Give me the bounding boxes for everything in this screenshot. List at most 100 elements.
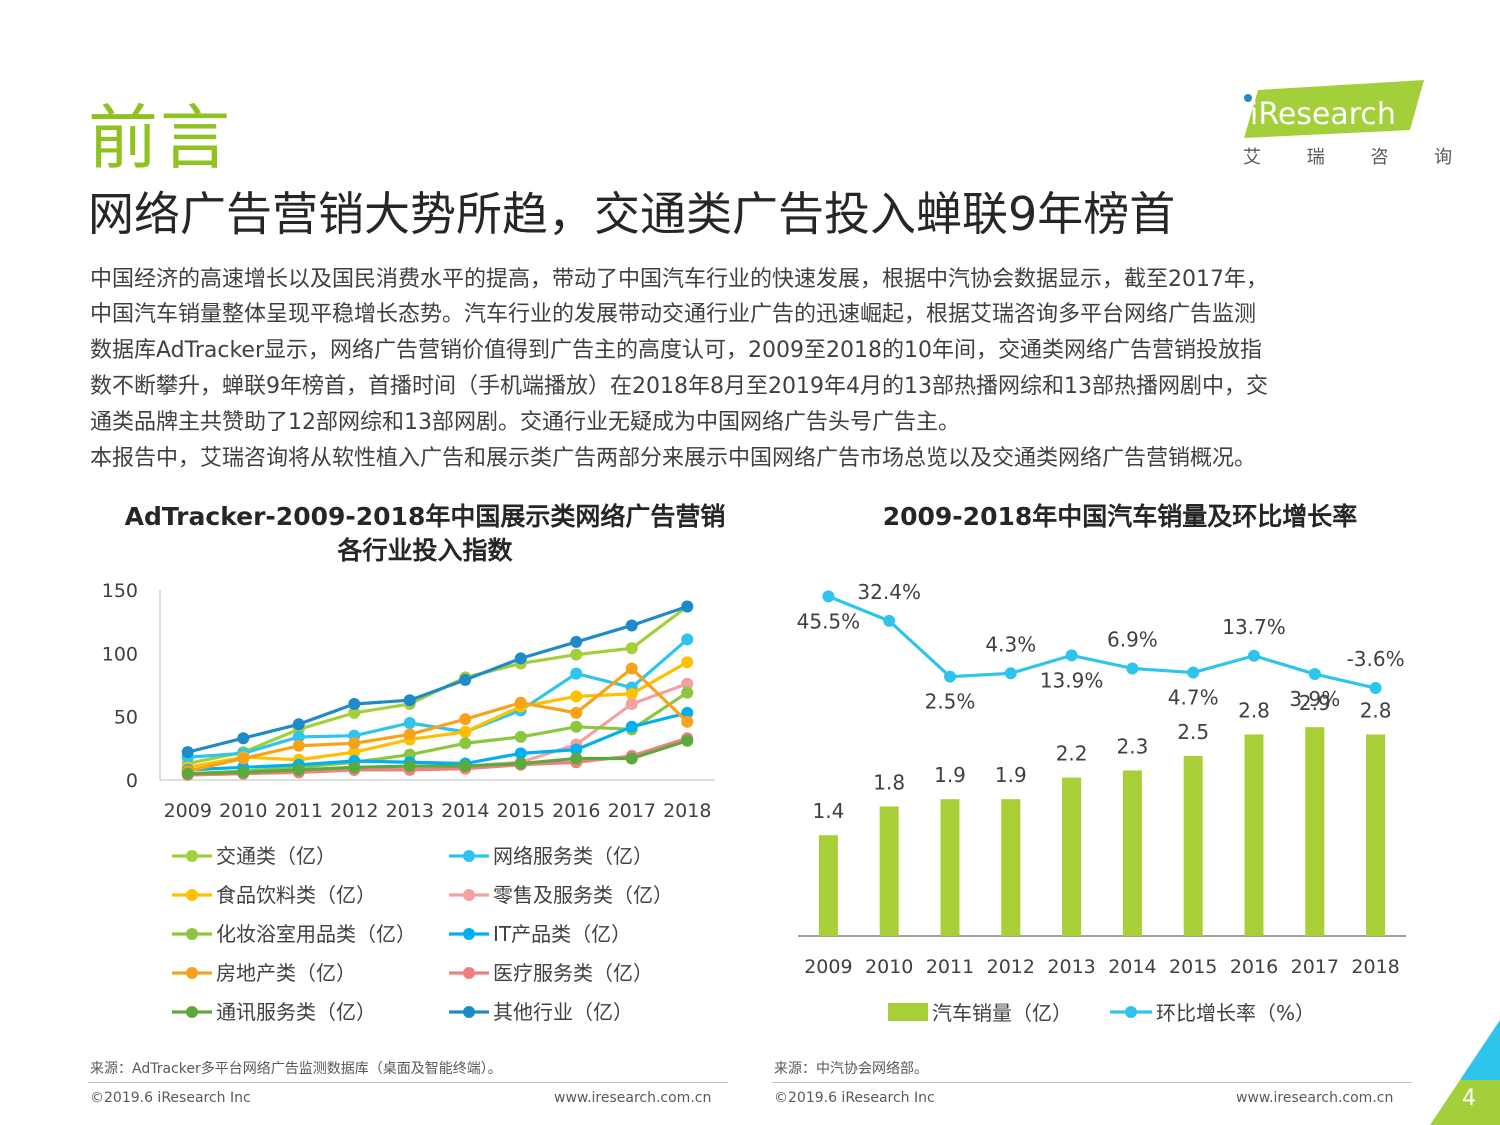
legend-label: 零售及服务类（亿） <box>493 883 673 907</box>
data-point <box>625 642 638 655</box>
industry-index-line-chart: 0 50 100 150 2009 2010 2011 2012 2013 2014 2015 201… <box>102 580 715 1024</box>
data-point <box>348 698 361 710</box>
data-point <box>681 715 694 728</box>
corner-decoration <box>1430 1020 1500 1125</box>
x-tick-label: 2016 <box>552 800 600 822</box>
data-point <box>459 725 472 738</box>
bar-value-label: 2.8 <box>1360 698 1392 722</box>
bar <box>1305 727 1325 936</box>
data-point <box>459 713 472 726</box>
data-point <box>681 706 694 719</box>
bar <box>879 806 899 936</box>
data-point <box>292 730 305 743</box>
data-point <box>237 766 250 779</box>
growth-point <box>822 590 835 603</box>
growth-value-label: 32.4% <box>857 580 921 604</box>
legend-swatch-marker <box>463 967 475 979</box>
growth-point <box>1187 666 1200 679</box>
section-title: 前言 <box>88 97 232 179</box>
legend-label: 化妆浴室用品类（亿） <box>216 922 416 946</box>
legend-label: 汽车销量（亿） <box>932 1001 1072 1025</box>
data-point <box>681 677 694 690</box>
website-link-right[interactable]: www.iresearch.com.cn <box>1236 1090 1394 1106</box>
series-line <box>187 691 689 776</box>
x-tick-label: 2015 <box>1169 956 1217 978</box>
bar-value-label: 1.9 <box>995 763 1027 787</box>
growth-value-label: 13.7% <box>1222 615 1286 639</box>
legend-label: 医疗服务类（亿） <box>493 961 653 985</box>
legend-swatch-marker <box>1125 1006 1137 1018</box>
data-point <box>625 752 638 765</box>
growth-value-label: 6.9% <box>1107 627 1158 651</box>
data-point <box>403 694 416 707</box>
growth-value-label: 3.9% <box>1289 687 1340 711</box>
data-point <box>625 720 638 733</box>
legend-swatch-bar <box>888 1003 928 1021</box>
x-tick-label: 2011 <box>275 800 323 822</box>
copyright-left: ©2019.6 iResearch Inc <box>90 1090 251 1106</box>
series-line <box>187 739 688 776</box>
left-chart-title-line: 各行业投入指数 <box>337 536 513 565</box>
paragraph-line: 中国经济的高速增长以及国民消费水平的提高，带动了中国汽车行业的快速发展，根据中汽… <box>90 267 1268 292</box>
bar-value-label: 2.3 <box>1116 734 1148 758</box>
x-tick-label: 2012 <box>330 800 378 822</box>
data-point <box>514 757 527 770</box>
series-line <box>187 711 688 772</box>
legend-label: 其他行业（亿） <box>493 1000 633 1024</box>
x-tick-label: 2018 <box>663 800 711 822</box>
legend-swatch-marker <box>186 967 198 979</box>
legend-label: 房地产类（亿） <box>216 961 356 985</box>
x-tick-label: 2009 <box>804 956 852 978</box>
series-line <box>187 638 689 759</box>
y-tick-label: 100 <box>102 643 138 665</box>
left-chart-title: AdTracker-2009-2018年中国展示类网络广告营销 各行业投入指数 <box>60 500 790 568</box>
legend-label: 交通类（亿） <box>216 844 336 868</box>
data-point <box>570 648 583 661</box>
x-tick-label: 2013 <box>1047 956 1095 978</box>
data-point <box>348 706 361 719</box>
x-tick-label: 2015 <box>497 800 545 822</box>
copyright-right: ©2019.6 iResearch Inc <box>774 1090 935 1106</box>
y-tick-label: 0 <box>126 770 138 792</box>
legend-swatch-marker <box>463 850 475 862</box>
growth-value-label: 4.3% <box>985 632 1036 656</box>
data-point <box>459 760 472 773</box>
paragraph-line: 本报告中，艾瑞咨询将从软性植入广告和展示类广告两部分来展示中国网络广告市场总览以… <box>90 446 1257 471</box>
x-tick-label: 2014 <box>1108 956 1156 978</box>
y-tick-label: 150 <box>102 580 138 602</box>
iresearch-logo: iResearch <box>1244 80 1424 138</box>
x-tick-label: 2012 <box>987 956 1035 978</box>
growth-value-label: -3.6% <box>1347 647 1405 671</box>
website-link-left[interactable]: www.iresearch.com.cn <box>554 1090 712 1106</box>
page-number: 4 <box>1462 1086 1476 1111</box>
data-point <box>292 739 305 752</box>
data-point <box>181 767 194 780</box>
data-point <box>570 690 583 703</box>
legend-swatch-marker <box>463 1006 475 1018</box>
growth-point <box>883 614 896 627</box>
growth-point <box>944 670 956 683</box>
data-point <box>403 717 416 729</box>
car-sales-combo-chart: 1.4 1.8 1.9 1.9 2.2 2.3 2.5 2.8 2.9 2.8 2009 2010 20… <box>797 580 1406 1025</box>
legend-swatch-marker <box>186 928 198 940</box>
data-point <box>570 706 583 719</box>
legend-swatch-marker <box>463 928 475 940</box>
x-tick-label: 2017 <box>1291 956 1339 978</box>
x-tick-label: 2018 <box>1351 956 1399 978</box>
bar <box>1366 734 1386 936</box>
bar-value-label: 2.2 <box>1056 742 1088 766</box>
data-point <box>681 633 694 646</box>
growth-value-label: 45.5% <box>797 609 861 633</box>
bar-value-label: 1.9 <box>934 763 966 787</box>
data-point <box>237 732 250 745</box>
data-point <box>514 652 527 665</box>
data-point <box>348 746 361 759</box>
bar <box>818 835 838 936</box>
bar-value-label: 2.8 <box>1238 698 1270 722</box>
logo-wordmark: iResearch <box>1250 97 1396 132</box>
data-point <box>237 752 250 765</box>
data-point <box>459 673 472 686</box>
growth-point <box>1126 662 1139 675</box>
x-tick-label: 2016 <box>1230 956 1278 978</box>
left-source: 来源：AdTracker多平台网络广告监测数据库（桌面及智能终端）。 <box>90 1061 502 1077</box>
